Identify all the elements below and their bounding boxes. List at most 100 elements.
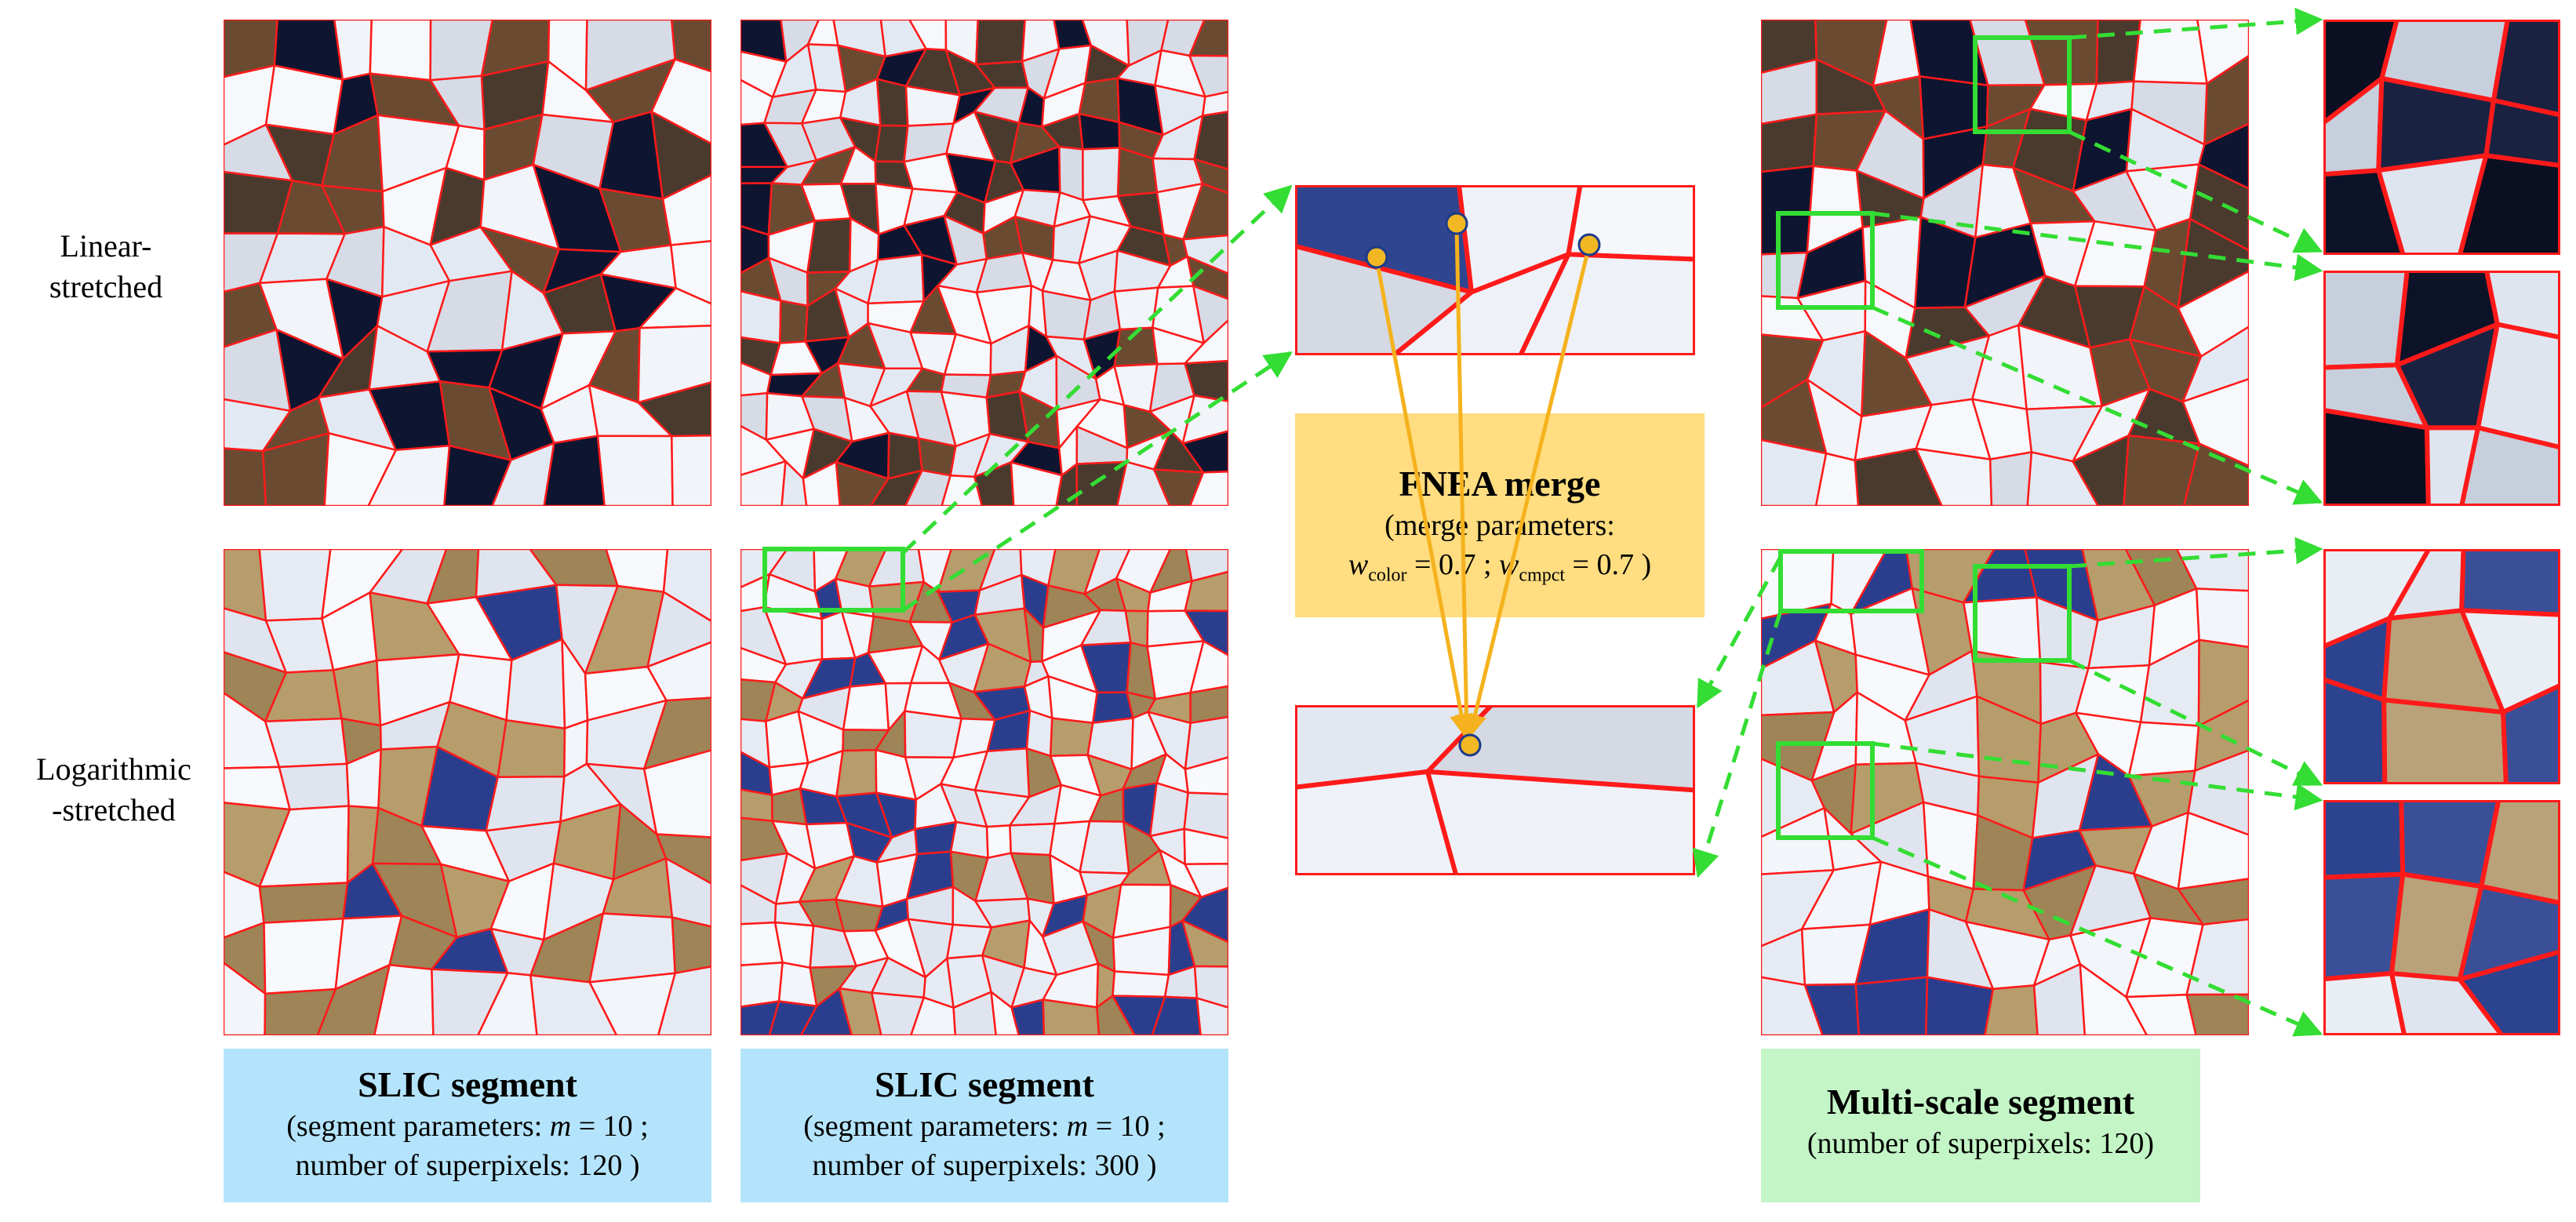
superpixel-cell [646, 641, 711, 702]
superpixel-cell [224, 962, 267, 1035]
superpixel-cell [1193, 158, 1228, 195]
superpixel-cell [1188, 470, 1228, 506]
superpixel-cell [477, 972, 538, 1035]
superpixel-cell [543, 435, 606, 506]
caption-fnea-title: FNEA merge [1399, 464, 1601, 504]
superpixel-cell [491, 442, 555, 506]
superpixel-cell [1193, 965, 1228, 1009]
superpixel-cell [264, 987, 337, 1035]
caption-multiscale: Multi-scale segment (number of superpixe… [1761, 1049, 2200, 1202]
row-label-log-line2: -stretched [52, 792, 176, 827]
callout-arrow-7 [1872, 211, 2323, 282]
superpixel-cell [1854, 447, 1943, 506]
caption-slic-120-title: SLIC segment [358, 1064, 577, 1104]
superpixel-cell [1195, 997, 1228, 1035]
caption-fnea-merge: FNEA merge (merge parameters: wcolor = 0… [1295, 413, 1705, 617]
superpixel-cell [2181, 326, 2249, 403]
superpixel-cell [1984, 984, 2039, 1035]
callout-arrow-1 [901, 184, 1293, 555]
superpixel-cell [2072, 434, 2130, 506]
superpixel-cell [2177, 811, 2249, 890]
superpixel-cell [904, 469, 951, 506]
superpixel-cell [1518, 252, 1695, 355]
merge-arrow-3 [1463, 245, 1592, 738]
image-zoom-linear-2 [2323, 271, 2560, 506]
superpixel-cell [2459, 425, 2560, 506]
image-log-slic-120 [224, 549, 711, 1035]
superpixel-cell [1988, 451, 2033, 506]
image-zoom-log-2 [2323, 800, 2560, 1035]
caption-slic-120: SLIC segment (segment parameters: m = 10… [224, 1049, 711, 1202]
superpixel-cell [637, 381, 711, 438]
superpixel-cell [1184, 549, 1228, 583]
superpixel-cell [261, 432, 330, 506]
superpixel-cell [2376, 153, 2489, 255]
superpixel-cell [671, 916, 711, 975]
caption-slic-300: SLIC segment (segment parameters: m = 10… [740, 1049, 1228, 1202]
superpixel-cell [1189, 640, 1228, 694]
superpixel-cell [1184, 609, 1228, 656]
superpixel-cell [1075, 460, 1128, 506]
superpixel-cell [2389, 971, 2505, 1035]
superpixel-cell [1096, 995, 1136, 1035]
superpixel-cell [1425, 705, 1695, 793]
superpixel-cell [941, 474, 984, 506]
superpixel-cell [1915, 447, 1993, 506]
superpixel-cell [2323, 971, 2407, 1035]
superpixel-cell [1391, 252, 1571, 355]
superpixel-cell [2026, 451, 2099, 506]
caption-multiscale-title: Multi-scale segment [1826, 1082, 2135, 1122]
superpixel-cell [1854, 976, 1929, 1035]
superpixel-cell [1042, 998, 1101, 1035]
superpixel-cell [2323, 677, 2388, 784]
superpixel-cell [1151, 995, 1202, 1035]
superpixel-cell [1153, 468, 1205, 506]
superpixel-cell [802, 460, 842, 506]
superpixel-cell [910, 996, 957, 1035]
superpixel-cell [2479, 800, 2560, 906]
superpixel-cell [1189, 685, 1228, 725]
superpixel-cell [1761, 438, 1828, 506]
superpixel-cell [1183, 827, 1228, 866]
seed-point-2 [1445, 212, 1468, 235]
superpixel-cell [835, 460, 890, 506]
superpixel-cell [2203, 54, 2249, 146]
callout-arrow-2 [901, 351, 1293, 613]
superpixel-cell [2459, 608, 2560, 715]
superpixel-cell [1184, 756, 1228, 795]
caption-slic-300-line2: number of superpixels: 300 ) [812, 1149, 1157, 1182]
superpixel-cell [642, 696, 711, 770]
superpixel-cell [2189, 163, 2249, 252]
superpixel-cell [1201, 90, 1228, 117]
superpixel-cell [1425, 769, 1695, 875]
superpixel-cell [367, 445, 451, 506]
superpixel-cell [2459, 549, 2560, 617]
superpixel-cell [443, 445, 512, 506]
superpixel-cell [373, 964, 435, 1035]
superpixel-cell [596, 435, 674, 506]
superpixel-cell [1181, 430, 1228, 474]
image-linear-multiscale [1761, 20, 2249, 506]
tile-graphic [2323, 271, 2560, 506]
superpixel-cell [224, 447, 267, 506]
image-zoom-linear-1 [2323, 20, 2560, 255]
superpixel-cell [2457, 884, 2560, 982]
superpixel-cell [1295, 769, 1459, 875]
superpixel-cell [2182, 442, 2249, 506]
callout-arrow-5 [2068, 7, 2323, 40]
superpixel-cell [323, 432, 397, 506]
superpixel-cell [1566, 185, 1695, 262]
superpixel-cell [1055, 463, 1079, 506]
tile-graphic [1295, 705, 1695, 875]
image-log-multiscale [1761, 549, 2249, 1035]
superpixel-cell [2457, 949, 2560, 1035]
caption-slic-120-line1: (segment parameters: m = 10 ; [286, 1110, 649, 1143]
superpixel-cell [2483, 98, 2560, 168]
image-log-slic-300 [740, 549, 1228, 1035]
highlight-box-ms-log-1 [1973, 564, 2072, 663]
callout-arrow-10 [2068, 658, 2323, 787]
superpixel-cell [1112, 995, 1166, 1035]
superpixel-cell [588, 972, 676, 1035]
tile-graphic [2323, 800, 2560, 1035]
